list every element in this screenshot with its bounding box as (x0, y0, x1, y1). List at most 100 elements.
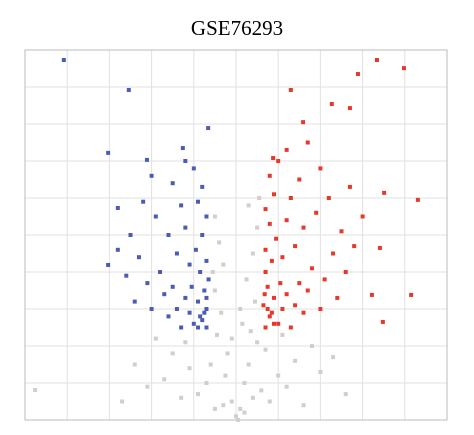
point (309, 266, 314, 271)
point (318, 166, 323, 171)
point (189, 284, 194, 289)
point (120, 399, 125, 404)
point (284, 292, 289, 297)
point (263, 347, 268, 352)
point (274, 236, 279, 241)
point (276, 159, 281, 163)
point (284, 384, 289, 389)
point (331, 251, 336, 256)
point (257, 196, 262, 200)
point (204, 381, 209, 385)
point (187, 310, 192, 315)
point (204, 258, 209, 263)
point (124, 273, 129, 278)
point (183, 159, 188, 163)
point (288, 325, 293, 330)
point (217, 240, 222, 245)
point (255, 225, 260, 230)
point (183, 340, 188, 345)
point (293, 303, 298, 308)
point (33, 388, 38, 393)
point (223, 373, 228, 378)
point (136, 255, 141, 260)
point (202, 288, 207, 293)
point (305, 288, 310, 293)
point (276, 321, 281, 326)
point (374, 57, 379, 62)
point (238, 307, 243, 311)
point (382, 190, 387, 195)
point (335, 295, 340, 300)
point (196, 199, 201, 204)
point (288, 87, 293, 92)
point (262, 292, 267, 297)
point (234, 414, 238, 419)
point (183, 295, 188, 300)
point (305, 140, 310, 145)
point (276, 373, 281, 378)
point (200, 184, 205, 189)
point (204, 214, 209, 219)
point (179, 325, 184, 330)
point (267, 314, 272, 319)
point (267, 399, 272, 404)
point (212, 288, 217, 293)
point (409, 292, 414, 297)
point (269, 258, 274, 263)
point (263, 325, 268, 330)
point (369, 292, 374, 297)
point (206, 277, 211, 282)
point (191, 321, 196, 326)
point (415, 197, 420, 202)
point (141, 199, 146, 204)
point (252, 299, 257, 304)
point (206, 126, 211, 131)
point (187, 366, 192, 371)
point (200, 233, 205, 237)
point (284, 147, 289, 152)
point (128, 233, 133, 237)
point (196, 392, 201, 397)
point (301, 403, 306, 408)
point (210, 270, 215, 274)
point (174, 251, 179, 256)
point (246, 203, 251, 208)
point (170, 351, 175, 356)
point (179, 395, 184, 400)
point (269, 310, 274, 315)
point (212, 214, 217, 219)
point (322, 277, 327, 282)
point (318, 369, 323, 374)
point (204, 295, 209, 300)
point (293, 244, 298, 249)
point (261, 303, 266, 308)
point (183, 225, 188, 230)
point (106, 262, 111, 267)
point (271, 192, 276, 197)
point (212, 406, 217, 411)
point (166, 314, 171, 319)
point (297, 177, 302, 182)
point (240, 321, 245, 326)
point (204, 307, 209, 311)
point (166, 233, 171, 237)
point (126, 87, 131, 92)
chart-title: GSE76293 (191, 16, 283, 40)
point (265, 284, 270, 289)
point (174, 307, 179, 311)
point (208, 362, 213, 367)
point (196, 325, 201, 330)
point (343, 392, 348, 397)
point (198, 270, 203, 274)
point (347, 184, 352, 189)
point (132, 299, 137, 304)
point (162, 292, 167, 297)
point (193, 247, 198, 252)
point (259, 388, 264, 393)
point (202, 310, 207, 315)
point (250, 251, 255, 256)
point (229, 399, 234, 404)
point (238, 406, 243, 411)
grid (25, 50, 447, 420)
point (221, 262, 226, 267)
